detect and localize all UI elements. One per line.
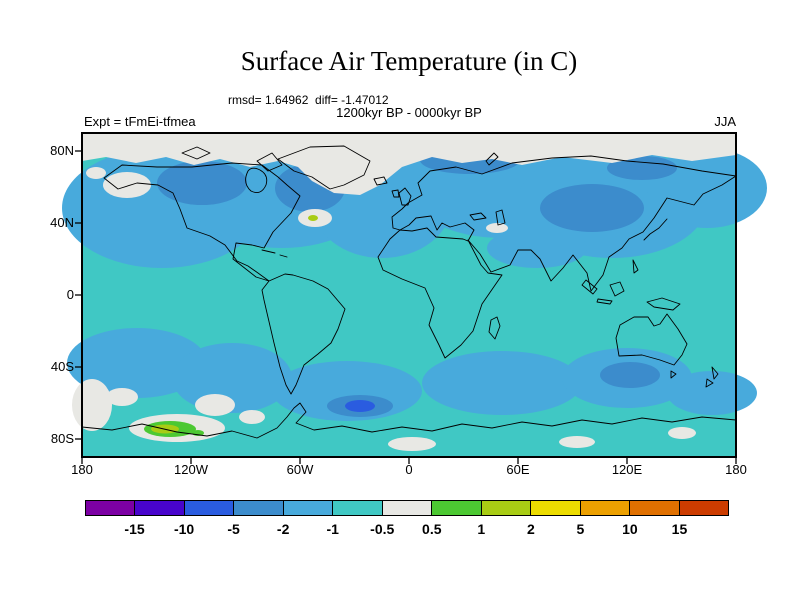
coastline-madagascar (488, 316, 501, 340)
coastline-hudson-bay (245, 167, 268, 193)
stats-readout: rmsd= 1.64962 diff= -1.47012 (228, 93, 389, 107)
lon-tick-label: 60E (506, 462, 530, 477)
colorbar-label: -15 (124, 521, 145, 537)
colorbar-label: -2 (276, 521, 290, 537)
colorbar-cell (134, 501, 184, 515)
anomaly-blob (607, 156, 677, 180)
lon-tick-label: 60W (286, 462, 314, 477)
anomaly-blob (103, 172, 151, 198)
coastline-greenland (277, 145, 371, 190)
coastline-australia (615, 313, 688, 366)
anomaly-fill-layer (62, 133, 767, 457)
anomaly-blob (422, 351, 582, 415)
colorbar-cell (431, 501, 481, 515)
lon-tick-label: 0 (405, 462, 413, 477)
anomaly-blob (67, 328, 207, 398)
map-plot (62, 132, 767, 464)
colorbar-label: 10 (622, 521, 638, 537)
colorbar-cell (332, 501, 382, 515)
colorbar-cell (86, 501, 135, 515)
anomaly-blob (345, 400, 375, 412)
lon-tick-label: 180 (71, 462, 93, 477)
period-label: 1200kyr BP - 0000kyr BP (336, 105, 482, 120)
anomaly-blob (86, 167, 106, 179)
colorbar-cell (282, 501, 333, 515)
colorbar-cell (629, 501, 679, 515)
coastline-black-sea (469, 212, 487, 221)
anomaly-blob (487, 228, 587, 268)
coastline-new-zealand (705, 366, 719, 388)
lon-tick-label: 120E (611, 462, 643, 477)
anomaly-blob (195, 394, 235, 416)
season-label: JJA (714, 114, 736, 129)
colorbar-label: -0.5 (370, 521, 395, 537)
lat-tick-label: 40S (50, 359, 74, 374)
coastline-antarctica (81, 402, 737, 439)
anomaly-blob (72, 379, 112, 431)
lon-tick-label: 120W (174, 462, 208, 477)
colorbar-cell (678, 501, 729, 515)
anomaly-blob (157, 161, 247, 205)
colorbar-cell (530, 501, 580, 515)
colorbar-cell (480, 501, 531, 515)
plot-title: Surface Air Temperature (in C) (240, 46, 578, 76)
lon-tick-label: 180 (725, 462, 747, 477)
coastline-japan (643, 218, 668, 241)
anomaly-blob (600, 362, 660, 388)
anomaly-blob (540, 184, 644, 232)
colorbar-label: 5 (576, 521, 585, 537)
coastline-southeast-asia-islands (581, 259, 681, 311)
anomaly-blob (667, 371, 757, 415)
regions-minus10-to-minus5 (345, 400, 375, 412)
coastline-arctic-islands (181, 146, 283, 172)
coastline-north-south-america (103, 162, 346, 395)
anomaly-blob (239, 410, 265, 424)
colorbar-label: 0.5 (422, 521, 442, 537)
coastlines (81, 145, 737, 439)
coastline-novaya-zemlya (485, 152, 499, 166)
anomaly-blob (486, 223, 508, 233)
colorbar-label: 1 (477, 521, 486, 537)
colorbar-label: -1 (326, 521, 339, 537)
lat-tick-label: 0 (66, 287, 74, 302)
colorbar-cell (579, 501, 630, 515)
lat-tick-label: 80N (50, 143, 74, 158)
coastline-caspian-sea (495, 209, 506, 226)
anomaly-blob (559, 436, 595, 448)
coastline-britain (398, 187, 412, 206)
lat-tick-label: 80S (50, 431, 74, 446)
coastline-ireland (391, 189, 400, 198)
coastline-caribbean (261, 249, 288, 258)
colorbar (85, 500, 729, 516)
colorbar-cell (381, 501, 432, 515)
colorbar-cell (183, 501, 234, 515)
tick-marks (75, 150, 737, 464)
colorbar-label: 2 (526, 521, 535, 537)
anomaly-blob (308, 215, 318, 221)
coastline-tasmania (670, 370, 677, 379)
coastline-eurasia-africa (377, 155, 737, 359)
coastline-iceland (373, 176, 388, 186)
colorbar-label: -5 (227, 521, 240, 537)
plot-frame (81, 132, 737, 458)
colorbar-label: 15 (671, 521, 688, 537)
colorbar-label: -10 (173, 521, 195, 537)
arctic-gray-cap (82, 133, 736, 195)
anomaly-blob (172, 343, 292, 413)
lat-tick-label: 40N (50, 215, 74, 230)
anomaly-blob (106, 388, 138, 406)
experiment-label: Expt = tFmEi-tfmea (84, 114, 196, 129)
colorbar-cell (233, 501, 283, 515)
anomaly-blob (388, 437, 436, 451)
anomaly-blob (668, 427, 696, 439)
